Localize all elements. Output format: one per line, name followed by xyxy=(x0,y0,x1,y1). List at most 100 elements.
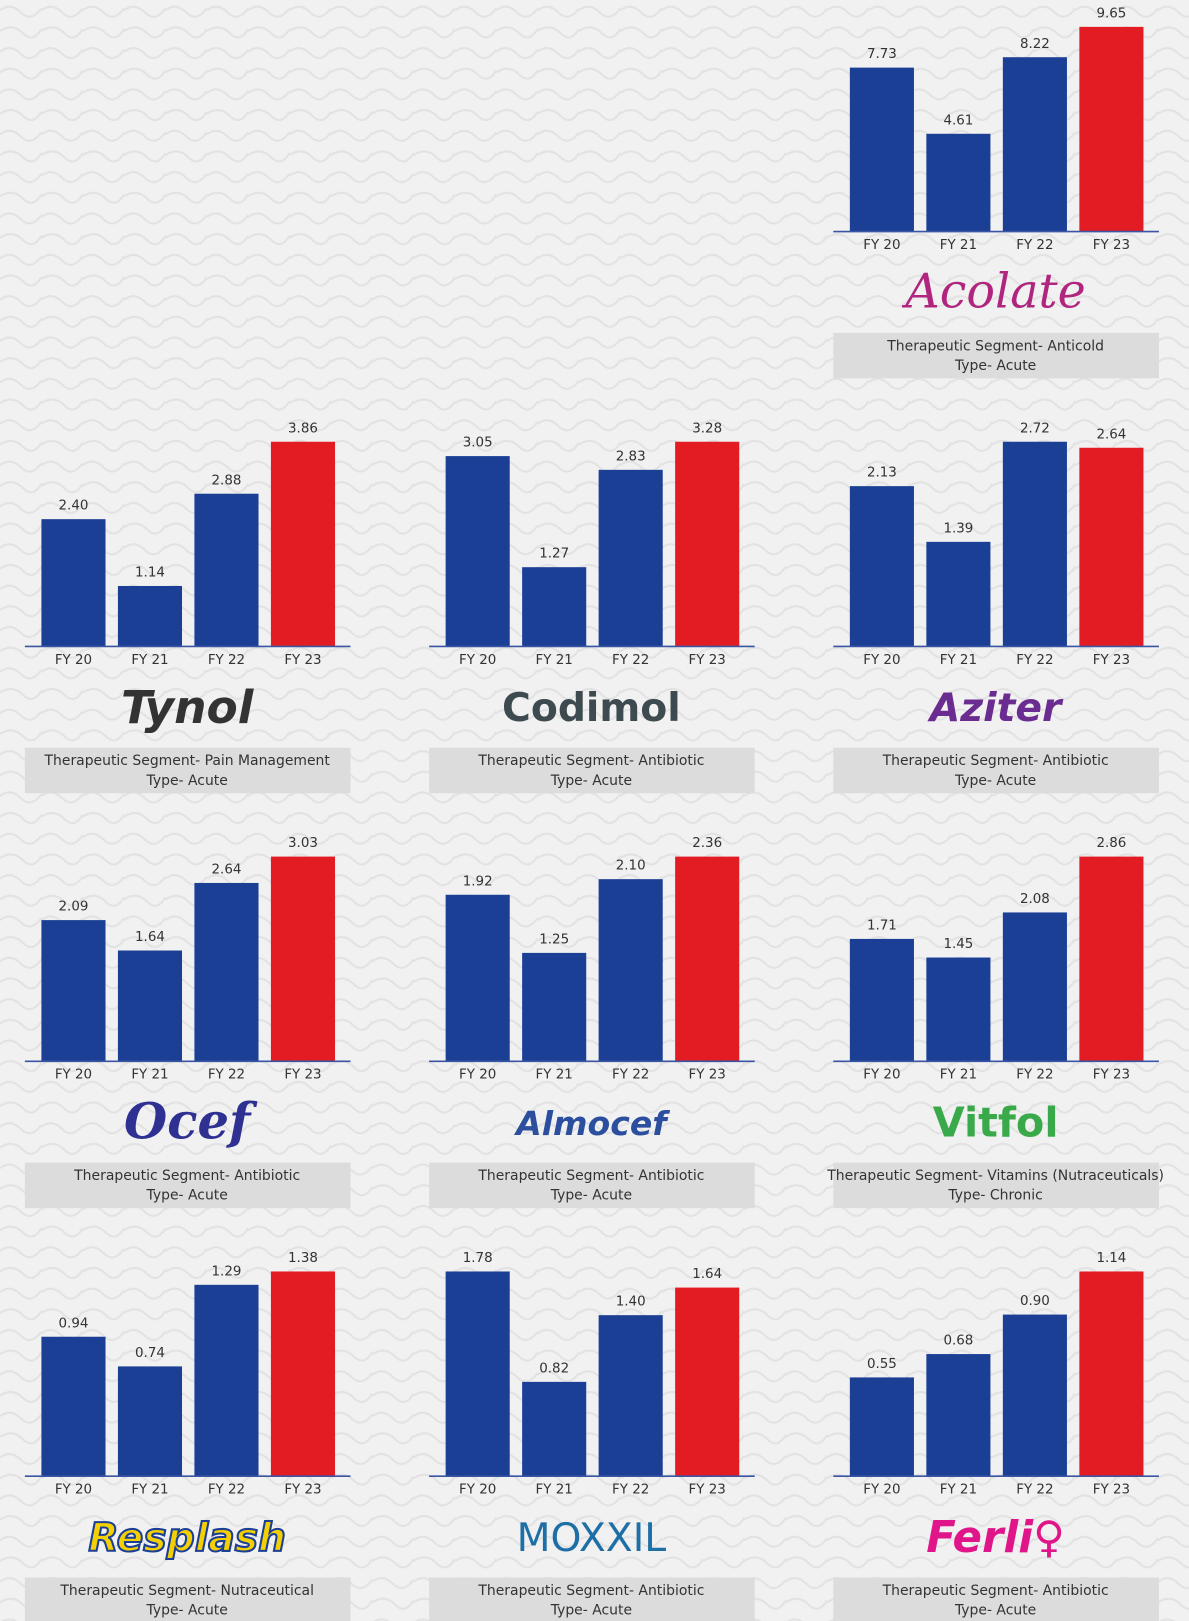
bar xyxy=(675,1287,740,1477)
bar xyxy=(41,1336,106,1477)
caption-line: Type- Acute xyxy=(550,773,632,789)
caption-line: Type- Acute xyxy=(146,773,228,789)
bar xyxy=(522,1381,587,1477)
x-tick-label: FY 21 xyxy=(536,1068,573,1083)
x-tick-label: FY 20 xyxy=(863,1068,900,1083)
x-tick-label: FY 21 xyxy=(131,1068,168,1083)
x-tick-label: FY 21 xyxy=(940,1483,977,1498)
x-tick-label: FY 21 xyxy=(940,653,977,668)
bar xyxy=(926,1354,991,1477)
bar xyxy=(194,1284,259,1477)
value-label: 2.64 xyxy=(1096,427,1126,442)
bar xyxy=(926,133,991,232)
bar xyxy=(598,469,663,647)
caption-box xyxy=(833,747,1159,794)
x-tick-label: FY 22 xyxy=(612,1483,649,1498)
x-tick-label: FY 22 xyxy=(1016,1068,1053,1083)
value-label: 1.25 xyxy=(539,932,569,947)
value-label: 3.86 xyxy=(288,421,318,436)
x-tick-label: FY 23 xyxy=(1093,653,1130,668)
value-label: 2.83 xyxy=(616,449,646,464)
x-tick-label: FY 20 xyxy=(863,1483,900,1498)
brand-logo: MOXXIL xyxy=(517,1516,667,1561)
value-label: 2.13 xyxy=(867,466,897,481)
bar xyxy=(522,952,587,1062)
x-tick-label: FY 22 xyxy=(612,653,649,668)
bar xyxy=(675,441,740,647)
value-label: 0.55 xyxy=(867,1357,897,1372)
bar xyxy=(1079,856,1144,1062)
brand-logo: Almocef xyxy=(513,1104,670,1143)
x-tick-label: FY 21 xyxy=(536,653,573,668)
value-label: 1.14 xyxy=(1096,1251,1126,1266)
bar xyxy=(270,1271,336,1477)
caption-box xyxy=(24,747,351,794)
bar xyxy=(445,894,510,1062)
caption-box xyxy=(833,1577,1159,1621)
caption-line: Therapeutic Segment- Antibiotic xyxy=(73,1168,300,1184)
bar xyxy=(117,1366,183,1477)
bar xyxy=(849,486,914,647)
bar xyxy=(445,456,510,647)
x-tick-label: FY 21 xyxy=(536,1483,573,1498)
x-tick-label: FY 23 xyxy=(689,1068,726,1083)
value-label: 2.36 xyxy=(692,836,722,851)
value-label: 1.92 xyxy=(463,874,493,889)
x-tick-label: FY 23 xyxy=(284,653,321,668)
caption-line: Therapeutic Segment- Antibiotic xyxy=(477,1168,704,1184)
value-label: 2.86 xyxy=(1096,836,1126,851)
value-label: 1.14 xyxy=(135,566,165,581)
caption-line: Therapeutic Segment- Vitamins (Nutraceut… xyxy=(826,1168,1164,1184)
x-tick-label: FY 22 xyxy=(208,653,245,668)
bar xyxy=(117,950,183,1062)
caption-line: Type- Acute xyxy=(954,1603,1036,1619)
brand-logo: Vitfol xyxy=(933,1098,1059,1146)
value-label: 1.40 xyxy=(616,1295,646,1310)
brand-logo: Codimol xyxy=(502,686,681,731)
brand-logo: Acolate xyxy=(901,265,1085,320)
value-label: 4.61 xyxy=(943,113,973,128)
x-tick-label: FY 21 xyxy=(131,1483,168,1498)
x-tick-label: FY 20 xyxy=(459,653,496,668)
x-tick-label: FY 21 xyxy=(940,1068,977,1083)
x-tick-label: FY 23 xyxy=(689,1483,726,1498)
caption-line: Type- Acute xyxy=(954,358,1036,374)
value-label: 2.08 xyxy=(1020,892,1050,907)
bar xyxy=(598,1315,663,1477)
brand-logo: Aziter xyxy=(927,686,1064,731)
caption-line: Therapeutic Segment- Antibiotic xyxy=(882,1583,1109,1599)
x-tick-label: FY 20 xyxy=(55,1483,92,1498)
value-label: 0.82 xyxy=(539,1361,569,1376)
value-label: 0.94 xyxy=(59,1316,89,1331)
caption-line: Type- Acute xyxy=(954,773,1036,789)
caption-line: Therapeutic Segment- Pain Management xyxy=(44,753,331,769)
value-label: 1.38 xyxy=(288,1251,318,1266)
bar xyxy=(1079,26,1144,232)
value-label: 7.73 xyxy=(867,47,897,62)
bar xyxy=(1002,441,1067,647)
bar xyxy=(1002,912,1067,1062)
caption-box xyxy=(833,1162,1159,1209)
value-label: 2.09 xyxy=(59,900,89,915)
x-tick-label: FY 21 xyxy=(940,238,977,253)
bar xyxy=(1002,57,1067,232)
brand-logo: Resplash xyxy=(88,1516,286,1561)
bar xyxy=(1002,1314,1067,1477)
value-label: 2.64 xyxy=(212,863,242,878)
value-label: 2.10 xyxy=(616,859,646,874)
caption-line: Type- Chronic xyxy=(947,1188,1042,1204)
caption-box xyxy=(429,747,755,794)
x-tick-label: FY 22 xyxy=(208,1483,245,1498)
value-label: 1.64 xyxy=(135,930,165,945)
value-label: 3.28 xyxy=(692,421,722,436)
bar xyxy=(270,856,336,1062)
x-tick-label: FY 23 xyxy=(689,653,726,668)
value-label: 1.27 xyxy=(539,547,569,562)
bar xyxy=(926,541,991,647)
caption-line: Therapeutic Segment- Anticold xyxy=(886,338,1104,354)
bar xyxy=(117,585,183,647)
value-label: 1.64 xyxy=(692,1267,722,1282)
x-tick-label: FY 22 xyxy=(1016,1483,1053,1498)
